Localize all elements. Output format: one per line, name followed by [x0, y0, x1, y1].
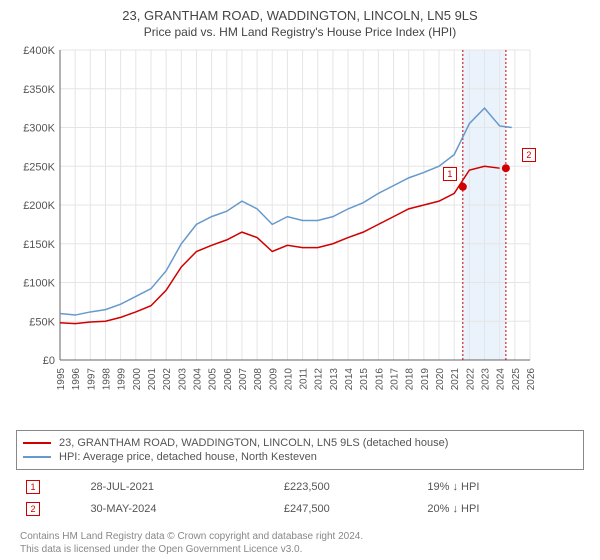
svg-text:2021: 2021: [450, 368, 461, 391]
svg-text:2024: 2024: [496, 368, 507, 391]
svg-text:£200K: £200K: [23, 200, 55, 212]
svg-text:2002: 2002: [162, 368, 173, 391]
svg-text:2018: 2018: [405, 368, 416, 391]
legend-item: HPI: Average price, detached house, Nort…: [23, 451, 577, 463]
sale-price: £247,500: [278, 498, 422, 520]
title-sub: Price paid vs. HM Land Registry's House …: [0, 23, 600, 45]
svg-text:2016: 2016: [374, 368, 385, 391]
sale-marker: 2: [26, 502, 40, 516]
svg-text:£150K: £150K: [23, 239, 55, 251]
footer: Contains HM Land Registry data © Crown c…: [20, 530, 580, 556]
sale-delta: 20% ↓ HPI: [421, 498, 580, 520]
legend-label: HPI: Average price, detached house, Nort…: [59, 451, 317, 463]
footer-line2: This data is licensed under the Open Gov…: [20, 543, 580, 556]
svg-text:£250K: £250K: [23, 161, 55, 173]
svg-text:£300K: £300K: [23, 123, 55, 135]
svg-text:2013: 2013: [329, 368, 340, 391]
chart-marker-1: 1: [443, 167, 457, 181]
svg-text:2014: 2014: [344, 368, 355, 391]
sale-marker-cell: 1: [20, 476, 84, 498]
svg-text:2020: 2020: [435, 368, 446, 391]
svg-text:2022: 2022: [465, 368, 476, 391]
legend-swatch: [23, 456, 51, 458]
svg-text:2004: 2004: [192, 368, 203, 391]
svg-text:2008: 2008: [253, 368, 264, 391]
chart-svg: £0 £50K £100K £150K £200K £250K £300K £350K £400…: [20, 45, 580, 395]
svg-text:£50K: £50K: [29, 316, 55, 328]
chart-marker-2: 2: [522, 148, 536, 162]
svg-text:2006: 2006: [223, 368, 234, 391]
svg-text:2003: 2003: [177, 368, 188, 391]
svg-text:2000: 2000: [132, 368, 143, 391]
sales-table: 1 28-JUL-2021£223,50019% ↓ HPI 2 30-MAY-202…: [20, 476, 580, 520]
chart-area: £0 £50K £100K £150K £200K £250K £300K £350K £400…: [20, 45, 580, 395]
svg-text:1998: 1998: [101, 368, 112, 391]
table-row: 2 30-MAY-2024£247,50020% ↓ HPI: [20, 498, 580, 520]
svg-text:2019: 2019: [420, 368, 431, 391]
svg-text:2011: 2011: [299, 368, 310, 390]
legend-label: 23, GRANTHAM ROAD, WADDINGTON, LINCOLN, …: [59, 437, 448, 449]
svg-text:£0: £0: [43, 355, 55, 367]
svg-text:1996: 1996: [71, 368, 82, 391]
legend-swatch: [23, 442, 51, 444]
svg-text:2025: 2025: [511, 368, 522, 391]
svg-text:£100K: £100K: [23, 278, 55, 290]
svg-text:2023: 2023: [481, 368, 492, 391]
svg-text:2026: 2026: [526, 368, 537, 391]
title-main: 23, GRANTHAM ROAD, WADDINGTON, LINCOLN, …: [0, 0, 600, 23]
footer-line1: Contains HM Land Registry data © Crown c…: [20, 530, 580, 543]
sale-date: 30-MAY-2024: [84, 498, 277, 520]
svg-text:2005: 2005: [208, 368, 219, 391]
svg-text:1999: 1999: [117, 368, 128, 391]
svg-text:£400K: £400K: [23, 45, 55, 57]
svg-text:1997: 1997: [86, 368, 97, 391]
table-row: 1 28-JUL-2021£223,50019% ↓ HPI: [20, 476, 580, 498]
svg-text:£350K: £350K: [23, 84, 55, 96]
sale-marker-cell: 2: [20, 498, 84, 520]
svg-text:2007: 2007: [238, 368, 249, 391]
svg-text:2010: 2010: [283, 368, 294, 391]
sale-delta: 19% ↓ HPI: [421, 476, 580, 498]
svg-text:1995: 1995: [56, 368, 67, 391]
svg-text:2001: 2001: [147, 368, 158, 391]
sale-marker: 1: [26, 480, 40, 494]
legend-item: 23, GRANTHAM ROAD, WADDINGTON, LINCOLN, …: [23, 437, 577, 449]
sale-date: 28-JUL-2021: [84, 476, 277, 498]
svg-text:2012: 2012: [314, 368, 325, 391]
legend-box: 23, GRANTHAM ROAD, WADDINGTON, LINCOLN, …: [16, 430, 584, 470]
svg-text:2017: 2017: [390, 368, 401, 391]
svg-text:2015: 2015: [359, 368, 370, 391]
svg-text:2009: 2009: [268, 368, 279, 391]
sale-price: £223,500: [278, 476, 422, 498]
